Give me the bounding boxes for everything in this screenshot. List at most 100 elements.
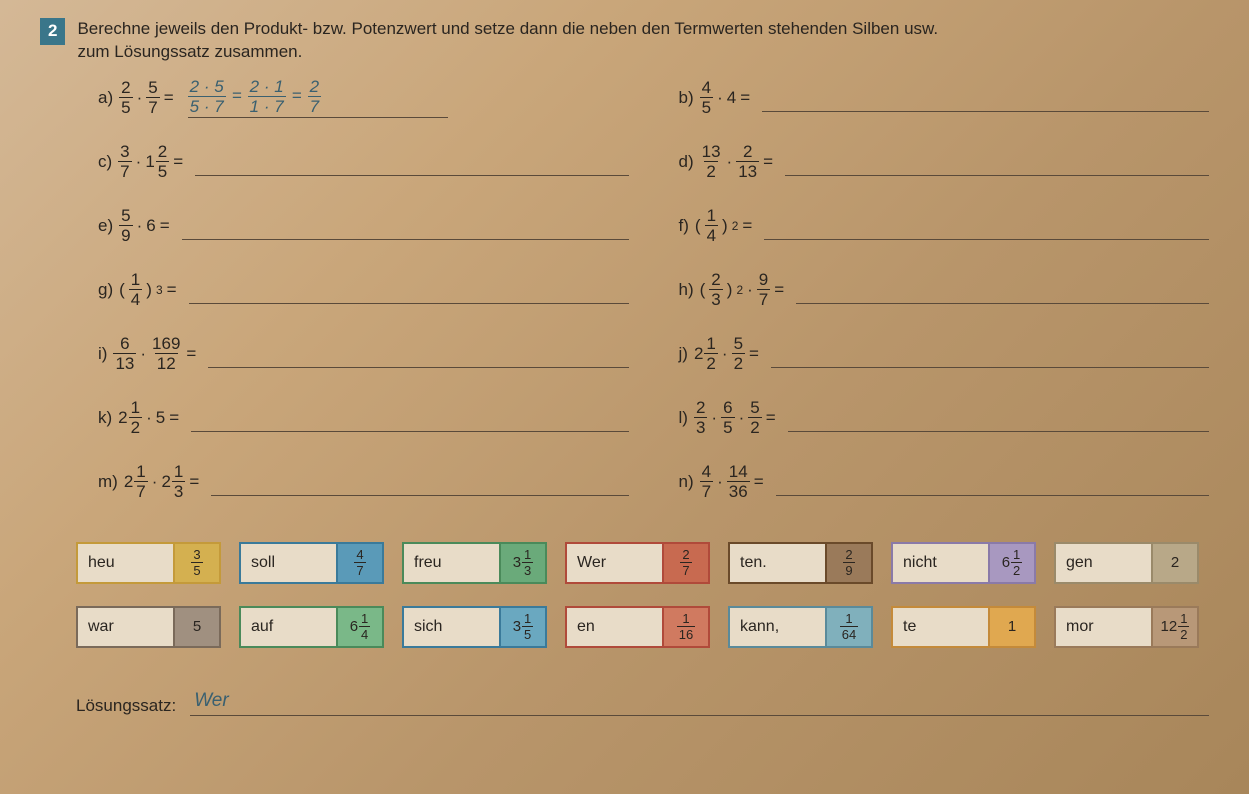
blank-i[interactable]: [208, 340, 628, 368]
tile-syllable: war: [78, 608, 173, 646]
solution-row: Lösungssatz: Wer: [76, 690, 1209, 716]
label-k: k): [98, 408, 112, 428]
expr-k: 212 · 5 =: [118, 399, 179, 436]
expr-n: 47 · 1436 =: [700, 463, 764, 500]
tile-syllable: te: [893, 608, 988, 646]
problem-a: a) 25 · 57 = 2 · 55 · 7 = 2 · 11 · 7 = 2…: [98, 78, 629, 118]
problem-k: k) 212 · 5 =: [98, 398, 629, 438]
blank-f[interactable]: [764, 212, 1209, 240]
label-e: e): [98, 216, 113, 236]
blank-k[interactable]: [191, 404, 628, 432]
tile-ten: ten.29: [728, 542, 873, 584]
blank-b[interactable]: [762, 84, 1209, 112]
tile-heu: heu35: [76, 542, 221, 584]
tile-value: 27: [662, 544, 708, 582]
tile-value: 116: [662, 608, 708, 646]
blank-h[interactable]: [796, 276, 1209, 304]
label-j: j): [679, 344, 688, 364]
tile-value: 35: [173, 544, 219, 582]
tile-value: 1212: [1151, 608, 1197, 646]
tile-te: te1: [891, 606, 1036, 648]
tile-syllable: kann,: [730, 608, 825, 646]
problem-i: i) 613 · 16912 =: [98, 334, 629, 374]
tile-value: 29: [825, 544, 871, 582]
label-a: a): [98, 88, 113, 108]
tile-value: 47: [336, 544, 382, 582]
tile-syllable: sich: [404, 608, 499, 646]
tile-war: war5: [76, 606, 221, 648]
tile-kann: kann,164: [728, 606, 873, 648]
tile-syllable: heu: [78, 544, 173, 582]
label-n: n): [679, 472, 694, 492]
tile-soll: soll47: [239, 542, 384, 584]
blank-j[interactable]: [771, 340, 1209, 368]
problem-c: c) 37 · 125 =: [98, 142, 629, 182]
expr-j: 212 · 52 =: [694, 335, 759, 372]
tile-value: 164: [825, 608, 871, 646]
worked-a: 2 · 55 · 7 = 2 · 11 · 7 = 27: [188, 78, 448, 118]
solution-label: Lösungssatz:: [76, 696, 176, 716]
problem-m: m) 217 · 213 =: [98, 462, 629, 502]
tile-value: 5: [173, 608, 219, 646]
expr-c: 37 · 125 =: [118, 143, 183, 180]
problem-f: f) (14)2 =: [679, 206, 1210, 246]
tile-syllable: nicht: [893, 544, 988, 582]
blank-n[interactable]: [776, 468, 1209, 496]
label-f: f): [679, 216, 689, 236]
tile-freu: freu313: [402, 542, 547, 584]
problems-grid: a) 25 · 57 = 2 · 55 · 7 = 2 · 11 · 7 = 2…: [98, 78, 1209, 502]
blank-l[interactable]: [788, 404, 1209, 432]
label-g: g): [98, 280, 113, 300]
label-d: d): [679, 152, 694, 172]
expr-a: 25 · 57 =: [119, 79, 174, 116]
tile-syllable: en: [567, 608, 662, 646]
expr-g: (14)3 =: [119, 271, 176, 308]
tile-Wer: Wer27: [565, 542, 710, 584]
task-header: 2 Berechne jeweils den Produkt- bzw. Pot…: [40, 18, 1209, 64]
tile-nicht: nicht612: [891, 542, 1036, 584]
tile-syllable: Wer: [567, 544, 662, 582]
tile-auf: auf614: [239, 606, 384, 648]
expr-d: 132 · 213 =: [700, 143, 773, 180]
label-c: c): [98, 152, 112, 172]
label-h: h): [679, 280, 694, 300]
task-line-1: Berechne jeweils den Produkt- bzw. Poten…: [77, 19, 938, 38]
tile-value: 614: [336, 608, 382, 646]
solution-line[interactable]: Wer: [190, 690, 1209, 716]
label-i: i): [98, 344, 107, 364]
tile-syllable: ten.: [730, 544, 825, 582]
blank-d[interactable]: [785, 148, 1209, 176]
label-l: l): [679, 408, 688, 428]
task-number: 2: [40, 18, 65, 45]
tile-value: 1: [988, 608, 1034, 646]
blank-m[interactable]: [211, 468, 628, 496]
tile-syllable: mor: [1056, 608, 1151, 646]
expr-i: 613 · 16912 =: [113, 335, 196, 372]
tile-syllable: freu: [404, 544, 499, 582]
expr-f: (14)2 =: [695, 207, 752, 244]
blank-e[interactable]: [182, 212, 629, 240]
label-m: m): [98, 472, 118, 492]
tile-gen: gen2: [1054, 542, 1199, 584]
blank-c[interactable]: [195, 148, 628, 176]
problem-l: l) 23 · 65 · 52 =: [679, 398, 1210, 438]
expr-b: 45 · 4 =: [700, 79, 751, 116]
tile-syllable: auf: [241, 608, 336, 646]
blank-g[interactable]: [189, 276, 629, 304]
tile-value: 2: [1151, 544, 1197, 582]
label-b: b): [679, 88, 694, 108]
tile-value: 315: [499, 608, 545, 646]
problem-h: h) (23)2 · 97 =: [679, 270, 1210, 310]
tile-value: 313: [499, 544, 545, 582]
expr-l: 23 · 65 · 52 =: [694, 399, 776, 436]
task-instructions: Berechne jeweils den Produkt- bzw. Poten…: [77, 18, 938, 64]
task-line-2: zum Lösungssatz zusammen.: [77, 42, 302, 61]
expr-h: (23)2 · 97 =: [700, 271, 785, 308]
expr-e: 59 · 6 =: [119, 207, 170, 244]
syllable-tiles: heu35 soll47 freu313 Wer27 ten.29 nicht612 gen…: [76, 542, 1209, 648]
expr-m: 217 · 213 =: [124, 463, 199, 500]
tile-mor: mor1212: [1054, 606, 1199, 648]
problem-d: d) 132 · 213 =: [679, 142, 1210, 182]
problem-g: g) (14)3 =: [98, 270, 629, 310]
tile-en: en116: [565, 606, 710, 648]
